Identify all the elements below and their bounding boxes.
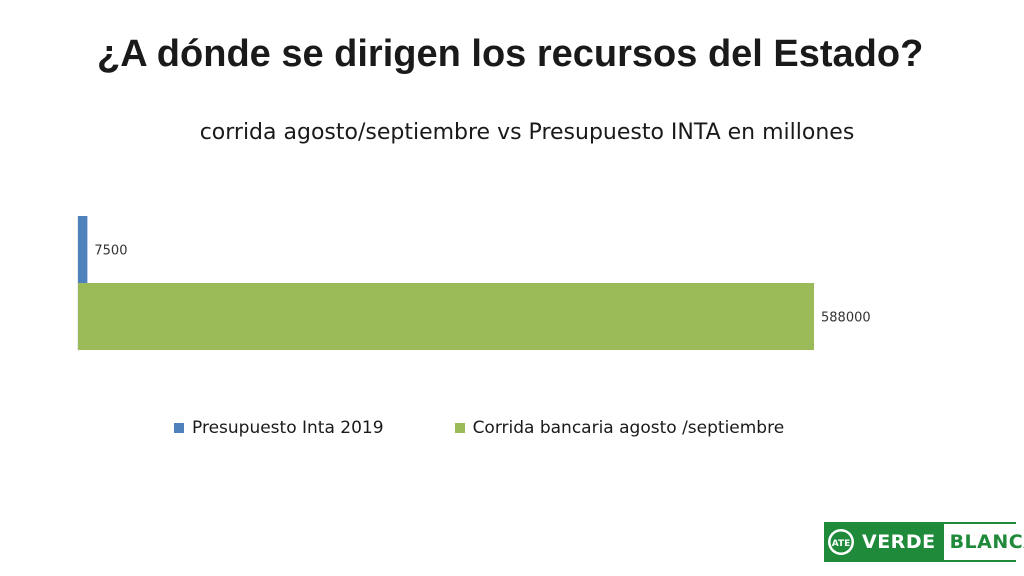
verde-blanca-logo: ATE VERDE BLANCA	[824, 522, 1024, 562]
legend-item-presupuesto: Presupuesto Inta 2019	[174, 418, 384, 438]
data-label-presupuesto: 7500	[94, 244, 127, 259]
chart-title: corrida agosto/septiembre vs Presupuesto…	[199, 120, 855, 145]
slide-title: ¿A dónde se dirigen los recursos del Est…	[97, 33, 924, 75]
ate-emblem-icon: ATE	[826, 524, 856, 560]
legend-label-corrida: Corrida bancaria agosto /septiembre	[472, 418, 785, 438]
svg-text:ATE: ATE	[832, 539, 851, 549]
legend-label-presupuesto: Presupuesto Inta 2019	[192, 418, 384, 438]
logo-word-blanca: BLANCA	[943, 524, 1024, 560]
bar-presupuesto	[78, 216, 88, 283]
data-label-corrida: 588000	[821, 311, 871, 326]
logo-word-verde: VERDE	[856, 524, 944, 560]
legend-swatch-presupuesto	[174, 423, 184, 433]
legend-item-corrida: Corrida bancaria agosto /septiembre	[454, 418, 785, 438]
legend-swatch-corrida	[454, 423, 465, 433]
chart-legend: Presupuesto Inta 2019 Corrida bancaria a…	[174, 418, 855, 438]
bar-corrida	[78, 283, 814, 350]
